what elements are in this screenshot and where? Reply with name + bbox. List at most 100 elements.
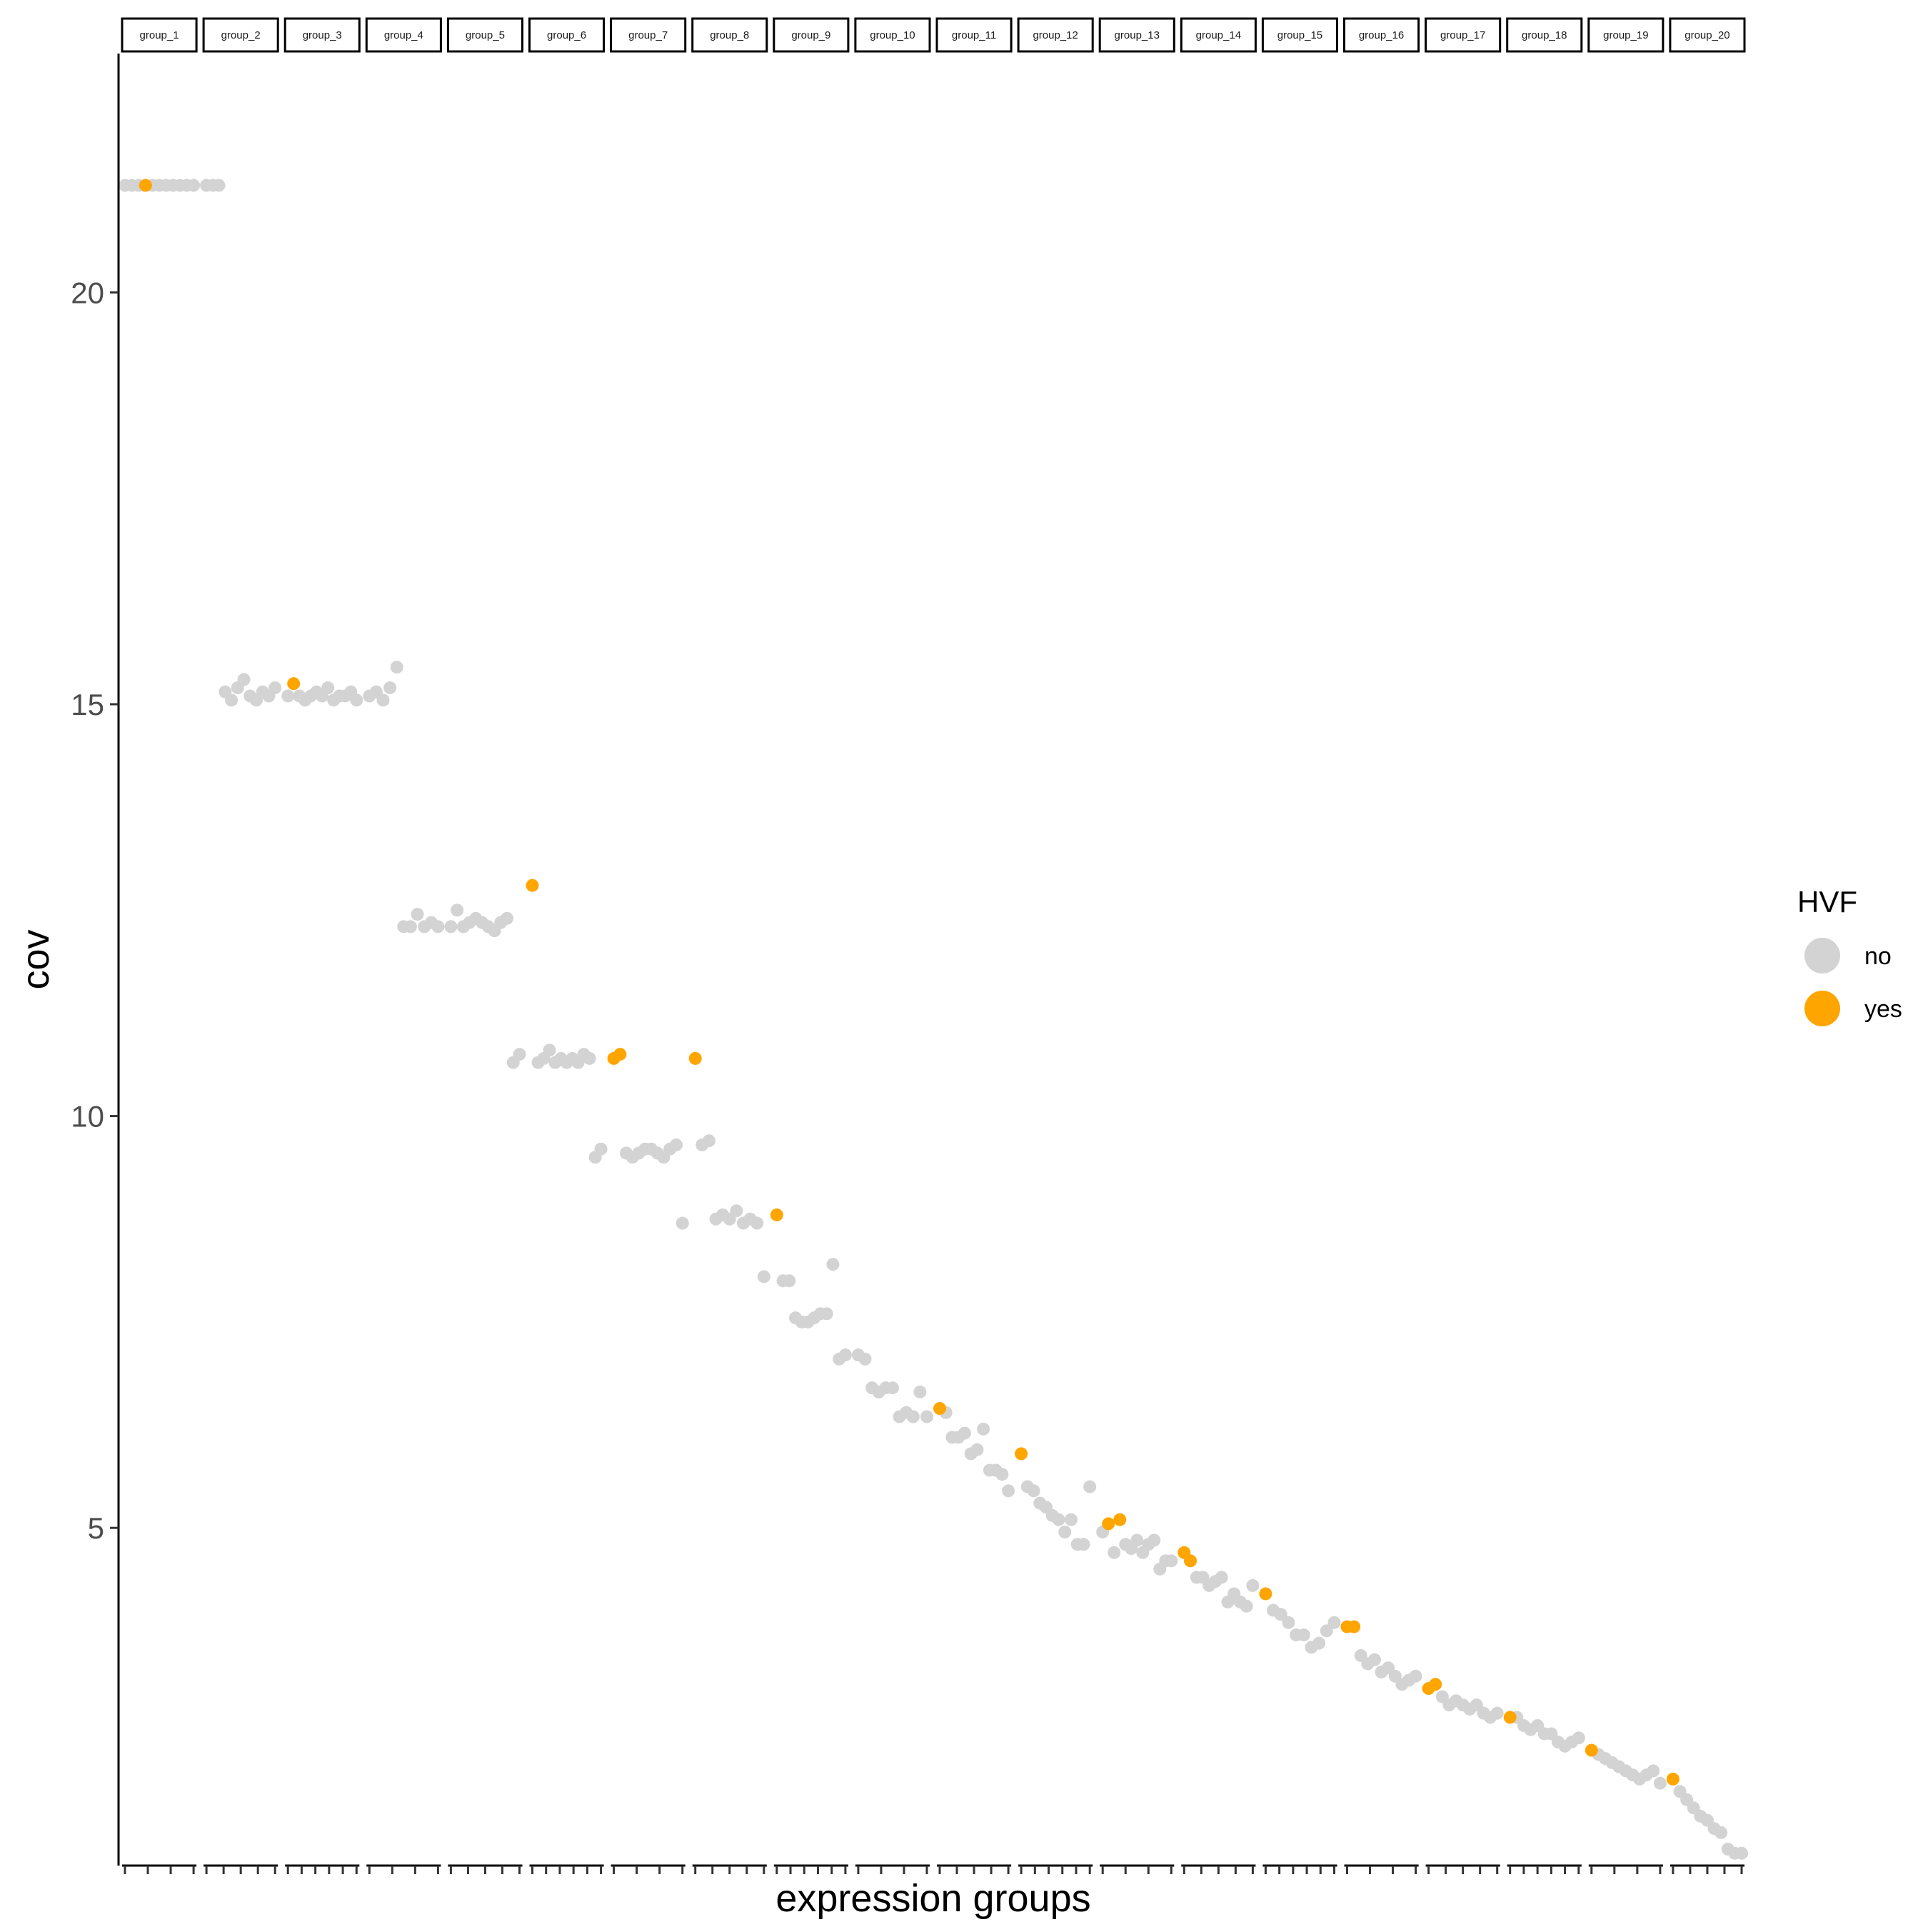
point-hvf-no <box>1312 1636 1326 1650</box>
point-hvf-no <box>1647 1764 1660 1778</box>
point-hvf-yes <box>1259 1587 1272 1601</box>
point-hvf-no <box>838 1348 852 1362</box>
point-hvf-yes <box>1102 1517 1115 1531</box>
point-hvf-no <box>513 1048 526 1061</box>
point-hvf-no <box>1735 1846 1748 1860</box>
facet-strip-label: group_13 <box>1115 29 1160 41</box>
facet-strip-box <box>121 17 198 53</box>
y-tick-label: 10 <box>71 1100 104 1133</box>
facet-strip-label: group_16 <box>1359 29 1404 41</box>
point-hvf-no <box>212 179 226 192</box>
point-hvf-no <box>403 920 417 934</box>
point-hvf-no <box>281 689 295 703</box>
facet-strip-box <box>1669 17 1746 53</box>
facet-strip-box <box>691 17 768 53</box>
point-hvf-no <box>1490 1706 1504 1720</box>
facet-strip-label: group_11 <box>952 29 996 41</box>
point-hvf-yes <box>1503 1711 1517 1724</box>
point-hvf-yes <box>613 1048 627 1061</box>
point-hvf-no <box>730 1204 743 1218</box>
point-hvf-no <box>237 673 251 686</box>
point-hvf-no <box>350 694 363 707</box>
facet-strip-label: group_5 <box>466 29 505 41</box>
legend-key-yes <box>1804 991 1840 1026</box>
x-axis-title: expression groups <box>775 1877 1090 1920</box>
y-axis-title: cov <box>14 929 57 989</box>
point-hvf-yes <box>287 677 301 691</box>
point-hvf-no <box>225 694 239 707</box>
facet-strip-label: group_6 <box>547 29 586 41</box>
point-hvf-no <box>977 1422 990 1436</box>
point-hvf-no <box>1297 1628 1310 1642</box>
legend-key-no <box>1804 938 1840 973</box>
point-hvf-no <box>1077 1538 1090 1551</box>
facet-strip-label: group_7 <box>628 29 668 41</box>
point-hvf-no <box>669 1138 683 1151</box>
facet-strip-label: group_14 <box>1196 29 1241 41</box>
point-hvf-no <box>920 1410 933 1423</box>
facet-strip-box <box>935 17 1013 53</box>
point-hvf-no <box>913 1385 927 1398</box>
facet-strip-label: group_8 <box>710 29 749 41</box>
facet-strip-box <box>365 17 442 53</box>
facet-strip-box <box>1098 17 1175 53</box>
point-hvf-yes <box>526 879 539 892</box>
facet-strip-box <box>1506 17 1583 53</box>
point-hvf-no <box>826 1258 840 1271</box>
point-hvf-no <box>321 681 335 694</box>
point-hvf-no <box>268 681 282 694</box>
point-hvf-no <box>1148 1533 1161 1547</box>
legend-title: HVF <box>1797 885 1857 919</box>
point-hvf-no <box>858 1352 872 1366</box>
facet-strip-label: group_3 <box>303 29 342 41</box>
y-tick-label: 15 <box>71 688 104 721</box>
point-hvf-no <box>1240 1599 1253 1613</box>
facet-strip-box <box>446 17 524 53</box>
point-hvf-no <box>702 1134 716 1148</box>
facet-strip-label: group_12 <box>1033 29 1078 41</box>
facet-strip-box <box>1261 17 1339 53</box>
point-hvf-no <box>411 908 424 921</box>
point-hvf-no <box>1083 1480 1097 1493</box>
point-hvf-no <box>820 1307 833 1321</box>
point-hvf-no <box>1274 1608 1287 1621</box>
point-hvf-no <box>750 1216 764 1230</box>
point-hvf-no <box>431 920 445 934</box>
point-hvf-no <box>444 920 458 934</box>
point-hvf-no <box>501 911 514 925</box>
facet-strip-label: group_9 <box>791 29 830 41</box>
y-tick-label: 5 <box>88 1511 104 1545</box>
point-hvf-no <box>187 179 201 192</box>
point-hvf-yes <box>1184 1554 1198 1568</box>
point-hvf-no <box>1409 1669 1422 1683</box>
point-hvf-yes <box>688 1051 702 1065</box>
point-hvf-no <box>1130 1533 1144 1547</box>
facet-strips: group_1 group_2 group_3 group_4 group_5 group… <box>121 17 1746 53</box>
point-hvf-no <box>1246 1578 1260 1592</box>
point-hvf-no <box>1572 1731 1585 1745</box>
facet-strip-box <box>854 17 931 53</box>
point-hvf-yes <box>1666 1772 1680 1786</box>
point-hvf-no <box>885 1381 899 1395</box>
facet-strip-label: group_2 <box>221 29 261 41</box>
facet-strip-label: group_17 <box>1440 29 1485 41</box>
point-hvf-no <box>376 694 390 707</box>
facet-strip-box <box>1425 17 1502 53</box>
point-hvf-no <box>757 1270 770 1283</box>
legend-label-no: no <box>1864 943 1892 970</box>
point-hvf-yes <box>1585 1743 1598 1757</box>
point-hvf-no <box>1327 1616 1341 1629</box>
point-hvf-yes <box>1347 1620 1361 1633</box>
point-hvf-no <box>383 681 397 694</box>
point-hvf-yes <box>1015 1447 1028 1461</box>
facet-strip-label: group_4 <box>384 29 423 41</box>
facet-strip-label: group_15 <box>1277 29 1322 41</box>
legend: HVF no yes <box>1797 885 1902 1026</box>
axes: 5 10 15 20 <box>71 54 1744 1874</box>
point-hvf-no <box>970 1443 984 1456</box>
point-hvf-no <box>1064 1513 1078 1526</box>
point-hvf-no <box>1653 1776 1667 1790</box>
point-hvf-no <box>1052 1513 1065 1526</box>
point-hvf-no <box>995 1468 1009 1481</box>
